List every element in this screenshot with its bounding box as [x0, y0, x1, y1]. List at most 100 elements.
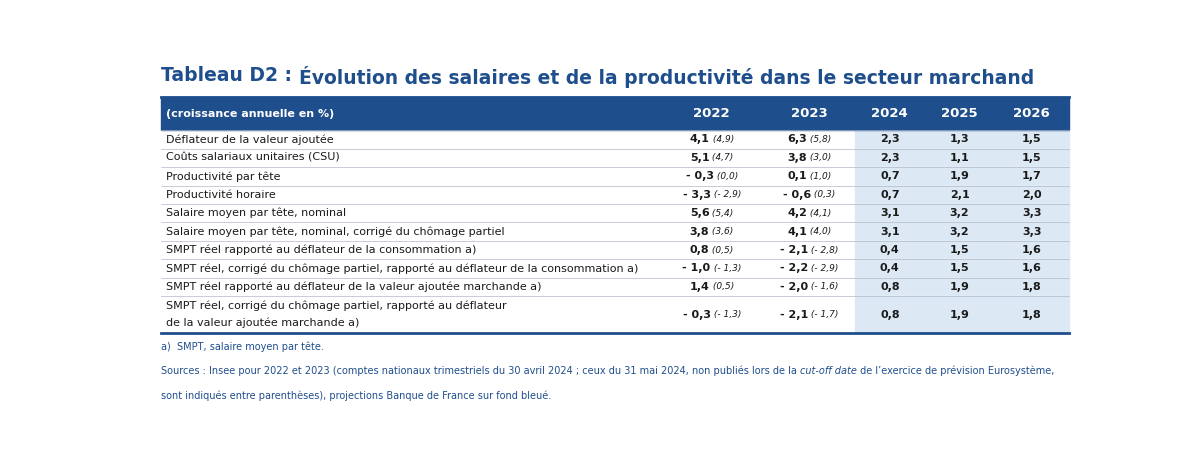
Bar — [854, 167, 1069, 185]
Text: - 1,0: - 1,0 — [683, 263, 710, 274]
Text: :: : — [278, 66, 299, 85]
Bar — [161, 241, 1069, 259]
Bar — [854, 296, 1069, 333]
Text: 1,6: 1,6 — [1021, 245, 1042, 255]
Text: 1,9: 1,9 — [949, 282, 970, 292]
Bar — [161, 97, 1069, 130]
Text: 0,4: 0,4 — [880, 263, 900, 274]
Text: 2026: 2026 — [1013, 107, 1050, 120]
Text: (0,0): (0,0) — [714, 172, 738, 181]
Text: 2025: 2025 — [941, 107, 978, 120]
Text: (croissance annuelle en %): (croissance annuelle en %) — [166, 109, 334, 119]
Text: (- 1,3): (- 1,3) — [710, 310, 740, 319]
Text: 1,5: 1,5 — [949, 263, 970, 274]
Text: Salaire moyen par tête, nominal, corrigé du chômage partiel: Salaire moyen par tête, nominal, corrigé… — [166, 226, 504, 237]
Text: 0,8: 0,8 — [690, 245, 709, 255]
Bar — [161, 130, 1069, 148]
Text: (0,5): (0,5) — [709, 246, 733, 255]
Bar — [854, 241, 1069, 259]
Text: 2,0: 2,0 — [1022, 190, 1042, 200]
Bar — [854, 222, 1069, 241]
Text: 0,7: 0,7 — [880, 190, 900, 200]
Text: SMPT réel rapporté au déflateur de la consommation a): SMPT réel rapporté au déflateur de la co… — [166, 245, 476, 255]
Text: (- 1,6): (- 1,6) — [809, 282, 839, 291]
Text: 1,8: 1,8 — [1021, 310, 1042, 320]
Text: 3,3: 3,3 — [1022, 227, 1042, 237]
Text: SMPT réel, corrigé du chômage partiel, rapporté au déflateur de la consommation : SMPT réel, corrigé du chômage partiel, r… — [166, 263, 638, 274]
Text: 3,8: 3,8 — [787, 153, 808, 163]
Bar — [161, 222, 1069, 241]
Text: (- 2,9): (- 2,9) — [809, 264, 839, 273]
Bar — [161, 148, 1069, 167]
Text: 2,1: 2,1 — [949, 190, 970, 200]
Text: (- 2,8): (- 2,8) — [809, 246, 839, 255]
Text: - 0,6: - 0,6 — [784, 190, 811, 200]
Bar — [854, 130, 1069, 148]
Text: Sources : Insee pour 2022 et 2023 (comptes nationaux trimestriels du 30 avril 20: Sources : Insee pour 2022 et 2023 (compt… — [161, 366, 800, 376]
Text: 1,4: 1,4 — [690, 282, 709, 292]
Text: 5,1: 5,1 — [690, 153, 709, 163]
Bar — [854, 278, 1069, 296]
Text: 3,2: 3,2 — [949, 227, 970, 237]
Text: 2,3: 2,3 — [880, 153, 900, 163]
Text: 1,5: 1,5 — [1022, 135, 1042, 144]
Text: de la valeur ajoutée marchande a): de la valeur ajoutée marchande a) — [166, 318, 359, 328]
Text: 1,5: 1,5 — [949, 245, 970, 255]
Bar — [854, 259, 1069, 278]
Text: 0,4: 0,4 — [880, 245, 900, 255]
Text: (4,7): (4,7) — [709, 153, 733, 162]
Text: (4,0): (4,0) — [808, 227, 832, 236]
Text: Évolution des salaires et de la productivité dans le secteur marchand: Évolution des salaires et de la producti… — [299, 66, 1034, 88]
Text: SMPT réel, corrigé du chômage partiel, rapporté au déflateur: SMPT réel, corrigé du chômage partiel, r… — [166, 301, 506, 311]
Text: 2024: 2024 — [871, 107, 908, 120]
Text: 1,3: 1,3 — [949, 135, 970, 144]
Text: (3,0): (3,0) — [808, 153, 832, 162]
Text: 2,3: 2,3 — [880, 135, 900, 144]
Text: 1,7: 1,7 — [1021, 171, 1042, 181]
Text: (5,4): (5,4) — [709, 209, 733, 218]
Text: (- 1,3): (- 1,3) — [710, 264, 740, 273]
Text: 3,1: 3,1 — [880, 227, 900, 237]
Text: - 3,3: - 3,3 — [683, 190, 710, 200]
Bar — [161, 167, 1069, 185]
Text: 1,5: 1,5 — [1022, 153, 1042, 163]
Text: Coûts salariaux unitaires (CSU): Coûts salariaux unitaires (CSU) — [166, 153, 340, 163]
Text: 2022: 2022 — [694, 107, 730, 120]
Text: - 2,1: - 2,1 — [780, 245, 809, 255]
Text: (4,1): (4,1) — [808, 209, 832, 218]
Text: - 2,0: - 2,0 — [780, 282, 809, 292]
Text: (0,5): (0,5) — [709, 282, 733, 291]
Text: Productivité horaire: Productivité horaire — [166, 190, 276, 200]
Text: 1,6: 1,6 — [1021, 263, 1042, 274]
Text: 2023: 2023 — [791, 107, 828, 120]
Text: 0,8: 0,8 — [880, 282, 900, 292]
Text: 4,2: 4,2 — [787, 208, 808, 218]
Text: 0,8: 0,8 — [880, 310, 900, 320]
Text: 1,9: 1,9 — [949, 171, 970, 181]
Text: sont indiqués entre parenthèses), projections Banque de France sur fond bleué.: sont indiqués entre parenthèses), projec… — [161, 390, 552, 400]
Text: 5,6: 5,6 — [690, 208, 709, 218]
Bar — [161, 278, 1069, 296]
Text: Productivité par tête: Productivité par tête — [166, 171, 281, 181]
Bar — [161, 185, 1069, 204]
Text: SMPT réel rapporté au déflateur de la valeur ajoutée marchande a): SMPT réel rapporté au déflateur de la va… — [166, 282, 541, 292]
Text: de l’exercice de prévision Eurosystème,: de l’exercice de prévision Eurosystème, — [857, 366, 1055, 376]
Text: cut-off date: cut-off date — [800, 366, 857, 376]
Text: 0,1: 0,1 — [787, 171, 808, 181]
Text: - 0,3: - 0,3 — [685, 171, 714, 181]
Text: (5,8): (5,8) — [808, 135, 832, 144]
Text: (3,6): (3,6) — [709, 227, 733, 236]
Text: (- 2,9): (- 2,9) — [710, 190, 740, 199]
Text: 1,9: 1,9 — [949, 310, 970, 320]
Text: Salaire moyen par tête, nominal: Salaire moyen par tête, nominal — [166, 208, 346, 218]
Bar — [161, 204, 1069, 222]
Text: 3,3: 3,3 — [1022, 208, 1042, 218]
Text: - 2,2: - 2,2 — [780, 263, 809, 274]
Text: 1,1: 1,1 — [949, 153, 970, 163]
Text: 4,1: 4,1 — [690, 135, 709, 144]
Text: - 2,1: - 2,1 — [780, 310, 809, 320]
Bar — [161, 259, 1069, 278]
Text: 6,3: 6,3 — [787, 135, 808, 144]
Text: (1,0): (1,0) — [808, 172, 832, 181]
Text: 3,1: 3,1 — [880, 208, 900, 218]
